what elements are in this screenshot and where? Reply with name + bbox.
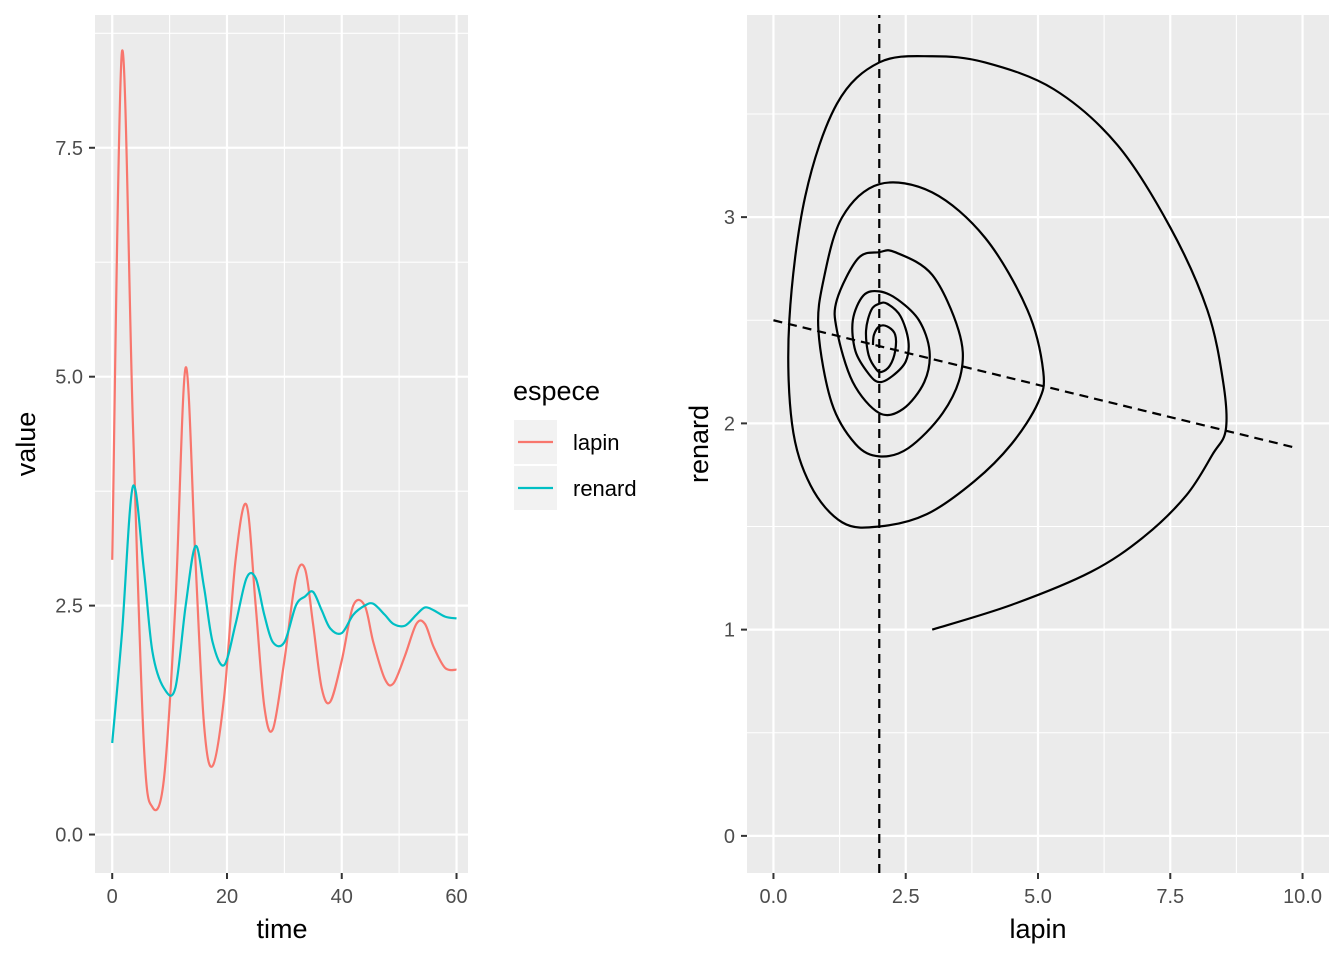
timeseries-x-tick-label: 60 xyxy=(445,886,467,908)
legend-label-renard: renard xyxy=(573,476,637,501)
timeseries-y-tick-label: 7.5 xyxy=(55,138,83,160)
phase-y-tick-label: 2 xyxy=(724,413,735,435)
series-line-renard xyxy=(111,484,457,744)
phase-lines xyxy=(773,15,1298,873)
legend-item-renard: renard xyxy=(514,466,637,510)
timeseries-plot-background xyxy=(95,15,468,873)
timeseries-lines xyxy=(111,49,457,812)
timeseries-x-tick-label: 20 xyxy=(216,886,238,908)
timeseries-x-tick-label: 0 xyxy=(107,886,118,908)
timeseries-y-tick-label: 5.0 xyxy=(55,367,83,389)
phase-x-tick-label: 0.0 xyxy=(760,886,788,908)
legend-title: espece xyxy=(513,376,600,406)
series-line-lapin xyxy=(111,49,457,812)
timeseries-y-axis-title: value xyxy=(11,412,41,477)
phase-gridlines xyxy=(747,15,1329,873)
phase-x-tick-label: 10.0 xyxy=(1283,886,1322,908)
legend-label-lapin: lapin xyxy=(573,430,619,455)
phase-y-tick-label: 1 xyxy=(724,620,735,642)
timeseries-panel: 0 20 40 60 0.0 2.5 5.0 7.5 time value xyxy=(11,15,468,944)
phase-axes: 0.0 2.5 5.0 7.5 10.0 0 1 2 3 xyxy=(724,207,1322,908)
timeseries-gridlines xyxy=(95,15,468,873)
phase-x-tick-label: 2.5 xyxy=(892,886,920,908)
phase-x-tick-label: 5.0 xyxy=(1024,886,1052,908)
phase-x-axis-title: lapin xyxy=(1009,914,1066,944)
phase-y-tick-label: 3 xyxy=(724,207,735,229)
timeseries-x-tick-label: 40 xyxy=(331,886,353,908)
timeseries-axes: 0 20 40 60 0.0 2.5 5.0 7.5 xyxy=(55,138,467,908)
phase-x-tick-label: 7.5 xyxy=(1156,886,1184,908)
phase-panel: 0.0 2.5 5.0 7.5 10.0 0 1 2 3 lapin renard xyxy=(684,15,1329,944)
trajectory-line xyxy=(787,55,1228,631)
timeseries-y-tick-label: 2.5 xyxy=(55,596,83,618)
timeseries-y-tick-label: 0.0 xyxy=(55,825,83,847)
phase-y-tick-label: 0 xyxy=(724,826,735,848)
legend-item-lapin: lapin xyxy=(514,420,619,464)
legend: espece lapin renard xyxy=(513,376,637,510)
phase-y-axis-title: renard xyxy=(684,405,714,483)
timeseries-x-axis-title: time xyxy=(256,914,307,944)
